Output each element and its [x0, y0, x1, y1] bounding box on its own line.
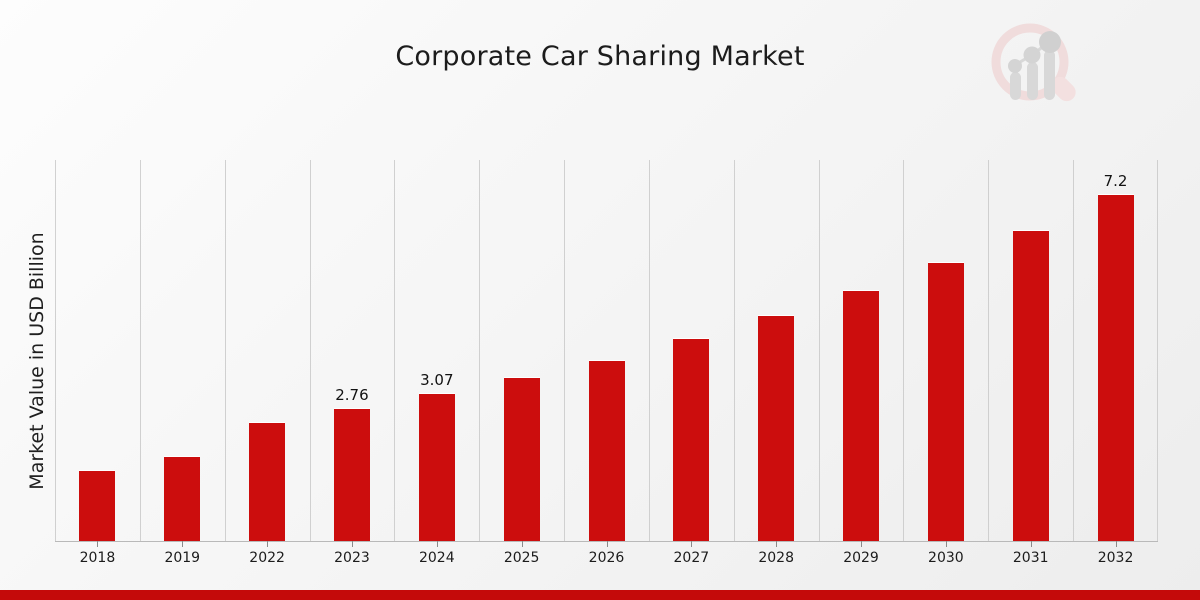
x-tick-mark: [946, 541, 947, 547]
x-tick-label-2029: 2029: [843, 550, 879, 566]
logo-bar-1: [1010, 72, 1021, 100]
gridline: [310, 160, 311, 541]
bar-2019[interactable]: [164, 456, 201, 541]
bar-2031[interactable]: [1012, 230, 1049, 541]
logo-dot-2: [1023, 46, 1041, 64]
gridline: [225, 160, 226, 541]
bar-value-label-2024: 3.07: [420, 370, 454, 389]
bar-value-label-2032: 7.2: [1103, 171, 1128, 190]
bar-2029[interactable]: [843, 290, 880, 541]
x-tick-mark: [861, 541, 862, 547]
page-title: Corporate Car Sharing Market: [395, 41, 805, 72]
x-tick-label-2022: 2022: [249, 550, 285, 566]
x-axis-line: [55, 541, 1158, 542]
bar-2024[interactable]: [418, 392, 455, 541]
bottom-accent-strip: [0, 590, 1200, 600]
gridline: [988, 160, 989, 541]
bar-value-label-2023: 2.76: [335, 385, 369, 404]
bar-2022[interactable]: [249, 422, 286, 541]
x-tick-label-2019: 2019: [164, 550, 201, 566]
gridline: [479, 160, 480, 541]
x-tick-label-2031: 2031: [1012, 550, 1049, 566]
magnifier-bar-chart-logo: [982, 18, 1090, 122]
gridline: [394, 160, 395, 541]
gridline: [734, 160, 735, 541]
x-tick-label-2023: 2023: [334, 550, 370, 566]
x-tick-mark: [522, 541, 523, 547]
x-tick-mark: [691, 541, 692, 547]
plot-area: [55, 160, 1158, 541]
y-axis-title: Market Value in USD Billion: [26, 232, 48, 490]
gridline: [564, 160, 565, 541]
bar-2026[interactable]: [588, 360, 625, 541]
bar-2018[interactable]: [79, 470, 116, 541]
x-tick-mark: [1031, 541, 1032, 547]
x-tick-label-2024: 2024: [418, 550, 455, 566]
x-tick-label-2027: 2027: [673, 550, 710, 566]
bar-2023[interactable]: [333, 407, 370, 541]
x-tick-label-2025: 2025: [503, 550, 540, 566]
gridline: [1157, 160, 1158, 541]
x-tick-label-2032: 2032: [1097, 550, 1134, 566]
logo-bar-2: [1027, 62, 1038, 100]
magnifier-handle-icon: [1051, 76, 1076, 102]
gridline: [140, 160, 141, 541]
x-tick-mark: [776, 541, 777, 547]
x-tick-label-2026: 2026: [588, 550, 625, 566]
gridline: [55, 160, 56, 541]
x-tick-label-2030: 2030: [928, 550, 964, 566]
x-tick-mark: [352, 541, 353, 547]
bar-2025[interactable]: [503, 377, 540, 541]
bar-2027[interactable]: [673, 338, 710, 541]
gridline: [649, 160, 650, 541]
bar-2028[interactable]: [758, 315, 795, 541]
x-tick-mark: [97, 541, 98, 547]
x-tick-mark: [607, 541, 608, 547]
logo-bar-3: [1044, 50, 1055, 100]
x-tick-label-2018: 2018: [79, 550, 116, 566]
x-tick-mark: [182, 541, 183, 547]
gridline: [819, 160, 820, 541]
logo-dot-3: [1039, 31, 1061, 53]
bar-2030[interactable]: [927, 262, 964, 541]
bar-2032[interactable]: [1097, 193, 1134, 541]
x-tick-label-2028: 2028: [758, 550, 794, 566]
logo-dot-1: [1008, 59, 1022, 73]
x-tick-mark: [1116, 541, 1117, 547]
gridline: [1073, 160, 1074, 541]
gridline: [903, 160, 904, 541]
x-tick-mark: [437, 541, 438, 547]
x-tick-mark: [267, 541, 268, 547]
